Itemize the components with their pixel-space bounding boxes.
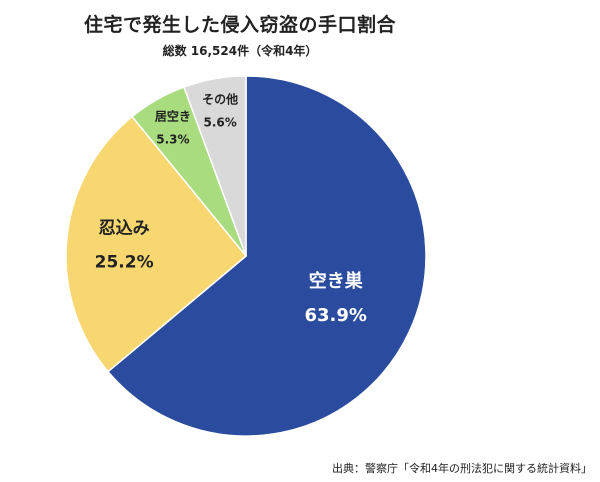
pie-labels: 空き巣 63.9% 忍込み 25.2% 居空き 5.3% その他 5.6%	[95, 91, 367, 326]
source-note: 出典：警察庁「令和4年の刑法犯に関する統計資料」	[332, 462, 592, 475]
slice-value-label: 63.9%	[304, 305, 366, 326]
pie-slice	[183, 75, 247, 257]
slice-name-label: その他	[202, 91, 238, 106]
chart-subtitle: 総数 16,524件（令和4年）	[162, 44, 318, 58]
slice-value-label: 5.3%	[156, 132, 189, 146]
slice-name-label: 居空き	[155, 108, 191, 123]
slice-name-label: 空き巣	[309, 270, 364, 292]
slice-value-label: 5.6%	[204, 115, 237, 129]
slice-value-label: 25.2%	[95, 252, 154, 272]
pie-slice	[65, 115, 248, 373]
pie-slice	[106, 75, 427, 437]
pie-slices	[65, 75, 427, 437]
slice-name-label: 忍込み	[99, 218, 150, 238]
chart-title: 住宅で発生した侵入窃盗の手口割合	[83, 14, 396, 36]
